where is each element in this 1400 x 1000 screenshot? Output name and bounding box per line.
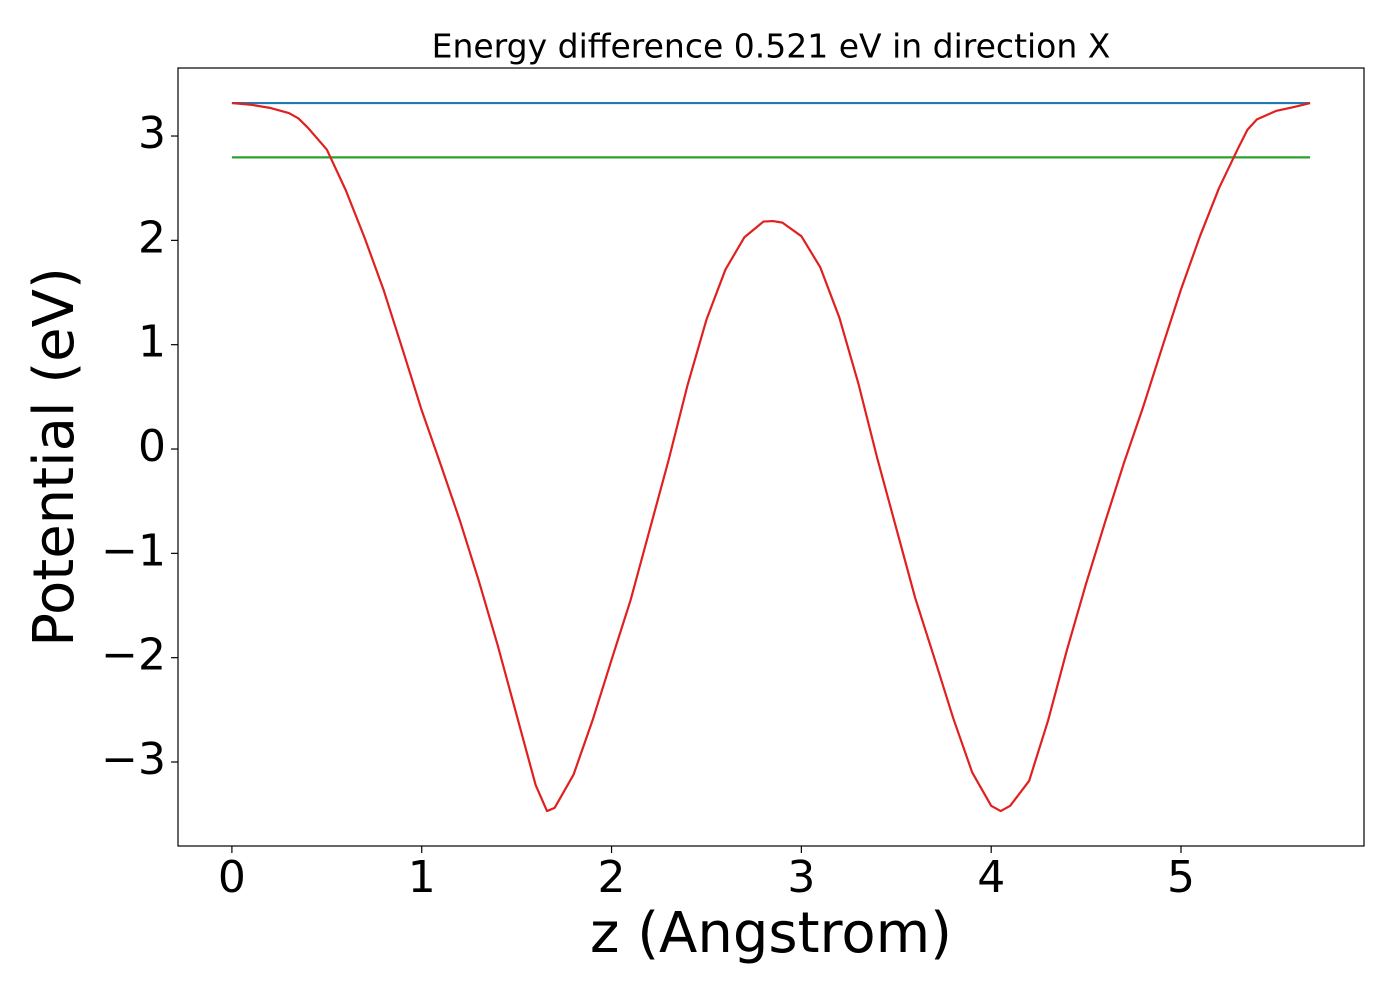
chart-title: Energy difference 0.521 eV in direction … bbox=[432, 27, 1111, 66]
x-tick-label: 2 bbox=[598, 852, 626, 903]
plot-frame bbox=[177, 67, 1365, 847]
y-tick-label: −1 bbox=[101, 525, 166, 576]
y-tick-label: 2 bbox=[138, 212, 166, 263]
y-tick-label: 1 bbox=[138, 317, 166, 368]
y-tick-label: −3 bbox=[101, 734, 166, 785]
y-axis-label: Potential (eV) bbox=[22, 267, 87, 647]
x-tick-label: 1 bbox=[408, 852, 436, 903]
y-tick-label: 0 bbox=[138, 421, 166, 472]
x-tick-label: 4 bbox=[977, 852, 1005, 903]
y-tick-label: 3 bbox=[138, 108, 166, 159]
x-tick-label: 0 bbox=[218, 852, 246, 903]
x-tick-label: 5 bbox=[1167, 852, 1195, 903]
data-line bbox=[231, 101, 1311, 813]
y-tick-label: −2 bbox=[101, 630, 166, 681]
x-tick-label: 3 bbox=[787, 852, 815, 903]
x-axis-label: z (Angstrom) bbox=[590, 901, 952, 966]
